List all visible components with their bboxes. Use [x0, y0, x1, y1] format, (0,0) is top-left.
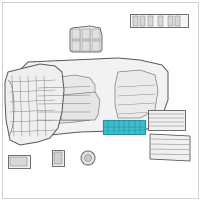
Bar: [148, 110, 185, 130]
Bar: [133, 16, 138, 25]
Bar: [140, 16, 145, 25]
Polygon shape: [14, 58, 168, 140]
Polygon shape: [58, 92, 100, 120]
Circle shape: [84, 154, 92, 162]
Bar: [103, 120, 145, 134]
Bar: [148, 16, 153, 25]
Polygon shape: [150, 134, 190, 161]
Bar: [168, 16, 173, 25]
Polygon shape: [115, 70, 158, 118]
Polygon shape: [70, 26, 102, 52]
Bar: [175, 16, 180, 25]
Polygon shape: [28, 75, 95, 125]
Bar: [72, 29, 80, 39]
Bar: [72, 41, 80, 51]
Bar: [54, 152, 62, 164]
Polygon shape: [5, 64, 64, 145]
Bar: [92, 29, 100, 39]
Circle shape: [81, 151, 95, 165]
Bar: [82, 41, 90, 51]
Bar: [10, 157, 27, 166]
Bar: [52, 150, 64, 166]
Bar: [158, 16, 163, 25]
Bar: [92, 41, 100, 51]
Bar: [8, 155, 30, 168]
Bar: [130, 14, 188, 27]
Bar: [82, 29, 90, 39]
